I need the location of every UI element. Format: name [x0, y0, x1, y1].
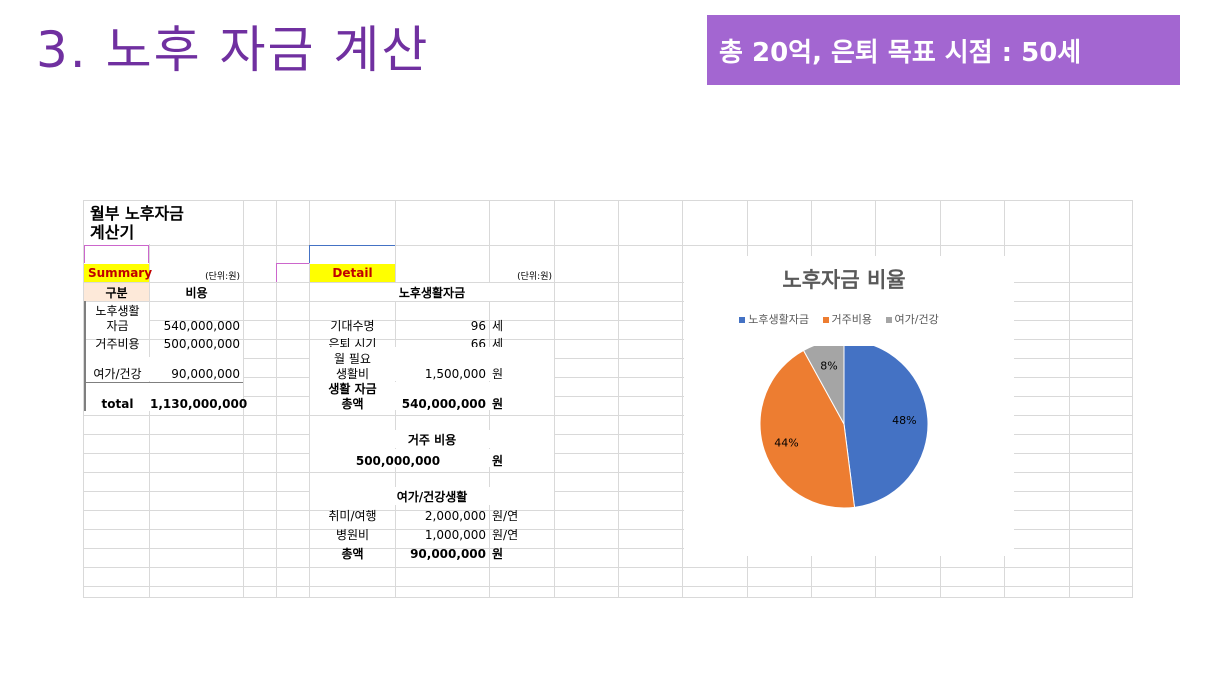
cell-outline	[309, 245, 395, 263]
chart-legend: 노후생활자금 거주비용 여가/건강	[684, 311, 1004, 327]
gridline	[309, 201, 310, 597]
pie-slice[interactable]	[843, 346, 929, 508]
slide-title: 3. 노후 자금 계산	[36, 21, 430, 79]
gridline	[243, 201, 244, 597]
legend-swatch	[739, 317, 746, 323]
sheet-heading-line2: 계산기	[90, 223, 135, 242]
cell-bg	[310, 347, 554, 381]
living-header: 노후생활자금	[398, 286, 466, 300]
pie-data-label: 48%	[892, 414, 916, 427]
monthly-label: 월 필요	[334, 352, 371, 366]
life-label: 기대수명	[330, 319, 375, 333]
hospital-value: 1,000,000	[424, 528, 486, 542]
hobby-unit: 원/연	[492, 509, 519, 523]
pie-data-label: 8%	[820, 359, 837, 372]
summary-label: Summary	[84, 264, 152, 282]
hobby-label: 취미/여행	[328, 509, 377, 523]
cell-bg	[310, 283, 554, 301]
cell-bg	[86, 302, 149, 338]
hospital-unit: 원/연	[492, 528, 519, 542]
retire-unit: 세	[492, 337, 504, 351]
summary-row-value: 540,000,000	[163, 319, 240, 333]
cell-bg	[310, 382, 554, 410]
leisure-total-unit: 원	[492, 547, 504, 561]
cell-outline	[276, 263, 309, 282]
life-unit: 세	[492, 319, 504, 333]
pie-data-label: 44%	[774, 437, 798, 450]
hospital-label: 병원비	[335, 528, 370, 542]
life-value: 96	[470, 319, 486, 333]
summary-unit: (단위:원)	[205, 272, 240, 282]
monthly-value: 1,500,000	[424, 367, 486, 381]
chart-area[interactable]: 노후자금 비율 노후생활자금 거주비용 여가/건강 48% 44% 8%	[684, 256, 1014, 556]
pie-slice[interactable]	[759, 349, 856, 509]
gridline	[682, 201, 683, 597]
pie-chart: 48% 44% 8%	[759, 346, 929, 509]
detail-unit: (단위:원)	[517, 272, 552, 282]
gridline	[1069, 201, 1070, 597]
monthly-unit: 원	[492, 367, 504, 381]
living-total-label: 총액	[341, 397, 364, 411]
summary-row-name: 여가/건강	[93, 367, 142, 381]
legend-label: 노후생활자금	[748, 313, 810, 326]
summary-row-name: 노후생활	[95, 304, 140, 318]
heading-cell-bg	[84, 201, 242, 244]
cell-bg	[310, 430, 554, 448]
category-header-bg	[84, 283, 149, 301]
cell-outline	[84, 245, 149, 263]
cell-bg	[310, 487, 554, 505]
chart-title: 노후자금 비율	[782, 268, 906, 292]
legend-swatch	[885, 317, 892, 323]
hobby-value: 2,000,000	[424, 509, 486, 523]
summary-total-label: total	[101, 397, 134, 411]
legend-item: 노후생활자금	[739, 313, 809, 326]
leisure-total-value: 90,000,000	[410, 547, 486, 561]
pie-slice[interactable]	[802, 346, 845, 425]
gridline	[618, 201, 619, 597]
cell-bg	[86, 357, 243, 381]
leisure-header: 여가/건강생활	[396, 490, 468, 504]
gridline	[554, 201, 555, 597]
living-total-unit: 원	[492, 397, 504, 411]
goal-banner: 총 20억, 은퇴 목표 시점 : 50세	[707, 15, 1180, 85]
housing-value: 500,000,000	[355, 454, 441, 468]
summary-row-name: 거주비용	[95, 337, 140, 351]
total-row-bg	[86, 382, 243, 411]
legend-swatch	[822, 317, 829, 323]
leisure-total-label: 총액	[341, 547, 364, 561]
summary-left-border	[84, 301, 86, 411]
legend-label: 여가/건강	[894, 313, 939, 326]
cell-bg	[310, 449, 554, 467]
living-total-label: 생활 자금	[328, 382, 377, 396]
living-total-value: 540,000,000	[401, 397, 486, 411]
summary-row-name: 자금	[106, 319, 129, 333]
legend-label: 거주비용	[831, 313, 873, 326]
summary-col-category: 구분	[105, 286, 128, 300]
summary-row-value: 90,000,000	[171, 367, 240, 381]
summary-row-value: 500,000,000	[163, 337, 240, 351]
sheet-heading-line1: 월부 노후자금	[90, 204, 184, 223]
housing-header: 거주 비용	[407, 433, 457, 447]
detail-label: Detail	[310, 264, 395, 282]
spreadsheet[interactable]: 월부 노후자금 계산기 Summary (단위:원) 구분 비용 노후생활 자금…	[83, 200, 1133, 598]
legend-item: 거주비용	[822, 313, 873, 326]
monthly-label: 생활비	[335, 367, 370, 381]
summary-col-cost: 비용	[185, 286, 208, 300]
gridline	[276, 201, 277, 597]
legend-item: 여가/건강	[885, 313, 939, 326]
housing-unit: 원	[492, 454, 504, 468]
summary-total-value: 1,130,000,000	[150, 397, 248, 411]
